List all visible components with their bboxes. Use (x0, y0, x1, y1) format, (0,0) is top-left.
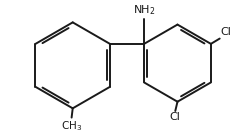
Text: Cl: Cl (221, 27, 232, 38)
Text: CH$_3$: CH$_3$ (61, 119, 82, 133)
Text: NH$_2$: NH$_2$ (133, 3, 155, 17)
Text: Cl: Cl (170, 112, 181, 122)
